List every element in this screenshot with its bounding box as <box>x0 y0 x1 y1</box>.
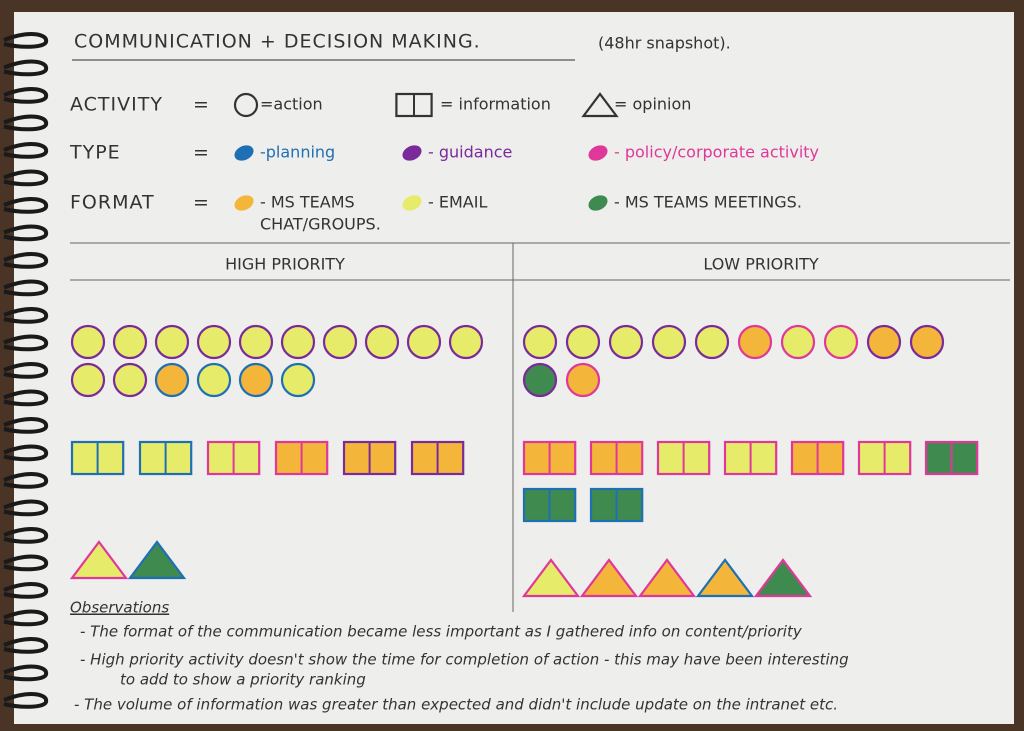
spiral-ring <box>3 637 49 654</box>
spiral-ring <box>3 197 49 214</box>
spiral-ring <box>3 59 49 77</box>
spiral-ring <box>3 252 49 269</box>
circle-item <box>909 324 945 360</box>
spiral-ring <box>3 609 49 627</box>
legend-text: CHAT/GROUPS. <box>260 215 381 234</box>
circle-item <box>112 324 148 360</box>
circle-item <box>694 324 730 360</box>
triangle-item <box>127 540 187 580</box>
spiral-ring <box>3 554 49 572</box>
subtitle: (48hr snapshot). <box>598 34 731 53</box>
spiral-ring <box>3 692 49 709</box>
legend-text: - MS TEAMS <box>260 193 355 212</box>
spiral-ring <box>3 417 49 434</box>
spiral-ring <box>3 472 49 489</box>
circle-item <box>651 324 687 360</box>
circle-item <box>70 324 106 360</box>
circle-item <box>238 362 274 398</box>
circle-item <box>322 324 358 360</box>
circle-item <box>364 324 400 360</box>
triangle-item <box>69 540 129 580</box>
circle-item <box>448 324 484 360</box>
legend-text: - EMAIL <box>428 193 487 212</box>
spiral-ring <box>3 169 49 187</box>
legend-swatch <box>588 145 608 161</box>
legend-text: -planning <box>260 143 335 162</box>
circle-item <box>522 362 558 398</box>
circle-item <box>866 324 902 360</box>
spiral-ring <box>3 444 49 462</box>
legend-swatch <box>234 145 254 161</box>
spiral-ring <box>3 582 49 599</box>
circle-item <box>608 324 644 360</box>
title: COMMUNICATION + DECISION MAKING. <box>74 31 481 53</box>
legend-swatch <box>402 195 422 211</box>
triangle-item <box>695 558 755 598</box>
circle-item <box>196 362 232 398</box>
legend-symbol <box>581 92 619 118</box>
spiral-ring <box>3 279 49 297</box>
spiral-ring <box>3 664 49 682</box>
legend-text: - guidance <box>428 143 512 162</box>
legend-eq: = <box>193 192 210 214</box>
legend-label: ACTIVITY <box>70 94 163 116</box>
spiral-ring <box>3 142 49 159</box>
legend-text: - policy/corporate activity <box>614 143 819 162</box>
legend-swatch <box>234 195 254 211</box>
circle-item <box>565 362 601 398</box>
spiral-ring <box>3 389 49 407</box>
triangle-item <box>579 558 639 598</box>
legend-text: = information <box>440 95 551 114</box>
legend-swatch <box>588 195 608 211</box>
circle-item <box>522 324 558 360</box>
legend-label: FORMAT <box>70 192 155 214</box>
circle-item <box>280 362 316 398</box>
legend-symbol <box>233 92 259 118</box>
legend-swatch <box>402 145 422 161</box>
observation-line: - The format of the communication became… <box>80 623 803 641</box>
triangle-item <box>637 558 697 598</box>
circle-item <box>70 362 106 398</box>
spiral-ring <box>3 527 49 544</box>
legend-eq: = <box>193 94 210 116</box>
legend-label: TYPE <box>69 142 121 164</box>
triangle-item <box>753 558 813 598</box>
circle-item <box>406 324 442 360</box>
observation-line: - High priority activity doesn't show th… <box>80 651 849 669</box>
spiral-ring <box>3 224 49 242</box>
legend-text: =action <box>260 95 323 114</box>
spiral-ring <box>3 32 49 49</box>
legend-text: = opinion <box>614 95 691 114</box>
circle-item <box>196 324 232 360</box>
column-title: LOW PRIORITY <box>703 255 819 274</box>
circle-item <box>280 324 316 360</box>
spiral-ring <box>3 334 49 352</box>
observation-line: to add to show a priority ranking <box>120 671 366 689</box>
circle-item <box>780 324 816 360</box>
spiral-ring <box>3 87 49 104</box>
legend-text: - MS TEAMS MEETINGS. <box>614 193 802 212</box>
circle-item <box>154 324 190 360</box>
spiral-ring <box>3 499 49 517</box>
observations-heading: Observations <box>70 599 169 617</box>
circle-item <box>154 362 190 398</box>
circle-item <box>112 362 148 398</box>
column-title: HIGH PRIORITY <box>225 255 345 274</box>
observation-line: - The volume of information was greater … <box>74 696 838 714</box>
spiral-ring <box>3 307 49 324</box>
circle-item <box>238 324 274 360</box>
spiral-ring <box>3 362 49 379</box>
spiral-binding <box>3 32 49 709</box>
circle-item <box>565 324 601 360</box>
legend-eq: = <box>193 142 210 164</box>
circle-item <box>737 324 773 360</box>
spiral-ring <box>3 114 49 132</box>
circle-item <box>823 324 859 360</box>
triangle-item <box>521 558 581 598</box>
